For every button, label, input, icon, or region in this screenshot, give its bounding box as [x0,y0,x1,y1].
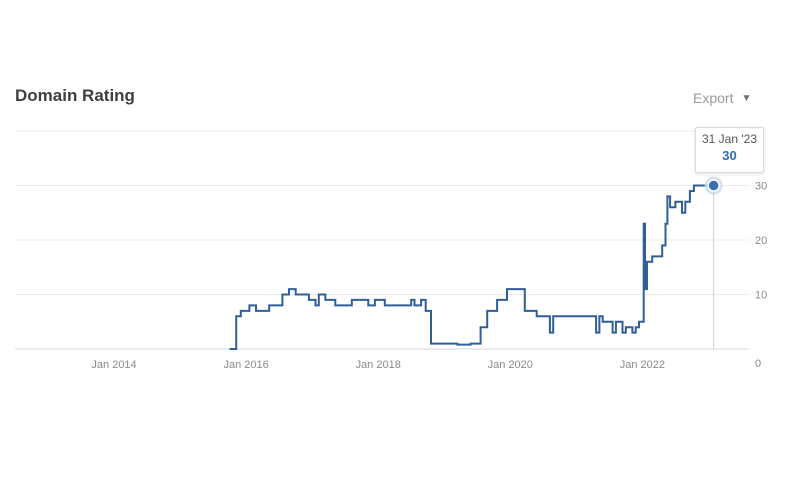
export-button[interactable]: Export ▼ [693,90,751,106]
tooltip-date: 31 Jan '23 [701,132,757,146]
export-label: Export [693,90,734,106]
y-axis-ticks: 0 10 20 30 [755,181,767,371]
x-tick-label: Jan 2016 [223,359,268,371]
x-tick-label: Jan 2014 [91,359,136,371]
x-tick-label: Jan 2018 [356,359,401,371]
x-tick-label: Jan 2022 [620,359,665,371]
chart-title: Domain Rating [15,86,135,105]
series-line [229,184,714,350]
y-tick-label: 10 [755,290,767,302]
y-tick-label: 30 [755,181,767,193]
grid-lines [15,130,748,350]
tooltip-value: 30 [722,148,737,163]
hover-marker[interactable] [707,179,720,192]
x-axis-ticks: Jan 2014 Jan 2016 Jan 2018 Jan 2020 Jan 2022 [91,359,665,371]
y-tick-label: 20 [755,235,767,247]
y-tick-label: 0 [755,358,761,370]
caret-down-icon: ▼ [741,92,752,104]
x-tick-label: Jan 2020 [488,359,533,371]
value-tooltip: 31 Jan '23 30 [695,127,764,173]
